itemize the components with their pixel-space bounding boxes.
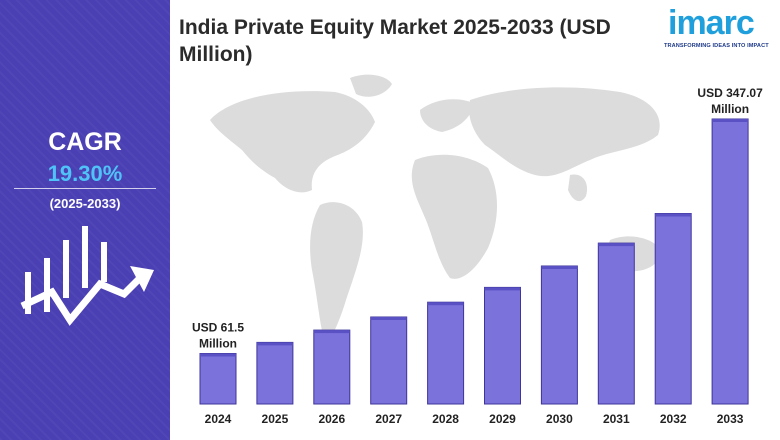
bar-cap-2031 xyxy=(598,243,635,247)
bar-cap-2033 xyxy=(712,119,749,122)
bar-2031 xyxy=(597,242,635,405)
bar-cap-2024 xyxy=(200,353,236,357)
bar-cap-2030 xyxy=(541,266,578,269)
x-tick-label: 2033 xyxy=(717,412,744,426)
bar-cap-2028 xyxy=(427,302,464,306)
bar-2026 xyxy=(313,329,351,405)
logo-tagline: TRANSFORMING IDEAS INTO IMPACT xyxy=(664,43,769,49)
x-tick-label: 2030 xyxy=(546,412,573,426)
icon-bar xyxy=(101,242,107,282)
x-tick-label: 2029 xyxy=(489,412,516,426)
bar-2027 xyxy=(370,316,408,405)
x-tick-label: 2025 xyxy=(262,412,289,426)
x-tick-label: 2031 xyxy=(603,412,630,426)
bar-2025 xyxy=(256,341,294,405)
x-tick-label: 2027 xyxy=(375,412,402,426)
bar-cap-2029 xyxy=(484,287,521,291)
data-label-line: USD 61.5 xyxy=(192,321,244,335)
x-tick-label: 2026 xyxy=(318,412,345,426)
x-tick-label: 2032 xyxy=(660,412,687,426)
data-label-2033: USD 347.07 Million xyxy=(697,86,763,116)
chart-panel: 2024 2025 2026 2027 2028 2029 2030 2031 2032 2033… xyxy=(170,0,780,440)
cagr-label: CAGR xyxy=(48,128,122,156)
icon-bar xyxy=(25,272,31,314)
bar-cap-2025 xyxy=(256,342,293,346)
icon-bar xyxy=(82,226,88,288)
bar-chart: 2024 2025 2026 2027 2028 2029 2030 2031 2032 2033… xyxy=(192,74,763,426)
bar-2030 xyxy=(540,265,578,405)
bar-2033 xyxy=(711,118,749,405)
bar-cap-2026 xyxy=(313,330,350,334)
data-label-line: Million xyxy=(199,337,237,351)
bar-2032 xyxy=(654,213,692,405)
imarc-logo: imarc TRANSFORMING IDEAS INTO IMPACT xyxy=(662,5,778,53)
cagr-sidebar: CAGR 19.30% (2025-2033) xyxy=(0,0,170,440)
bar-2024 xyxy=(199,353,237,405)
data-label-2024: USD 61.5 Million xyxy=(192,321,244,351)
icon-bar xyxy=(44,258,50,312)
bar-cap-2032 xyxy=(655,213,692,217)
x-tick-label: 2024 xyxy=(205,412,232,426)
cagr-divider xyxy=(14,188,156,189)
growth-chart-icon xyxy=(20,226,154,326)
bar-2028 xyxy=(427,301,465,405)
icon-arrow-head xyxy=(130,266,154,292)
icon-trend-line xyxy=(20,271,147,326)
chart-title: India Private Equity Market 2025-2033 (U… xyxy=(179,16,611,66)
bar-2029 xyxy=(484,286,521,405)
data-label-line: Million xyxy=(711,102,749,116)
x-tick-label: 2028 xyxy=(432,412,459,426)
logo-text: imarc xyxy=(668,4,755,42)
bar-cap-2027 xyxy=(370,317,407,320)
data-label-line: USD 347.07 xyxy=(697,86,763,100)
cagr-value: 19.30% xyxy=(47,161,123,186)
icon-bar xyxy=(63,240,69,298)
cagr-period: (2025-2033) xyxy=(49,196,121,211)
